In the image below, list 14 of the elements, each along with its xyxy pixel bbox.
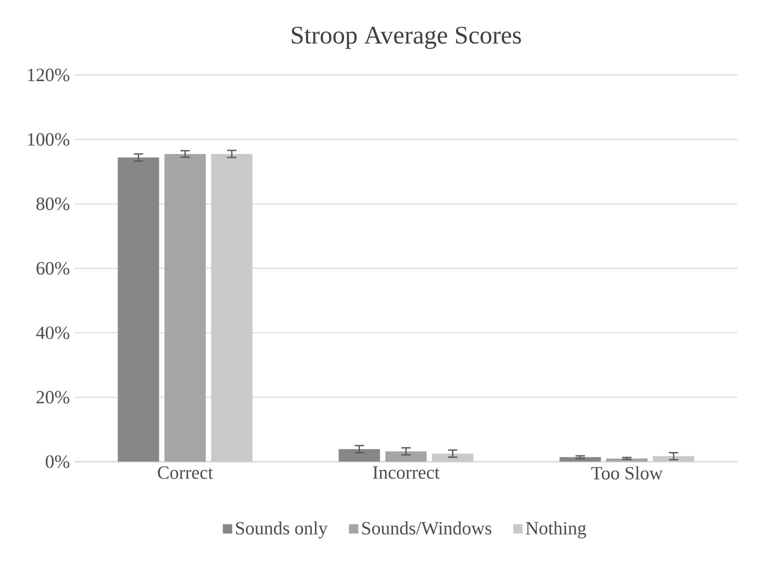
x-tick-label: Incorrect	[372, 466, 440, 479]
y-tick-label: 20%	[36, 390, 70, 404]
x-tick-label: Correct	[158, 466, 213, 479]
legend-label: Sounds/Windows	[362, 521, 492, 535]
y-tick-label: 80%	[36, 198, 70, 210]
y-tick-label: 60%	[36, 262, 70, 275]
legend-label: Nothing	[526, 521, 586, 538]
y-tick-label: 120%	[28, 68, 70, 82]
legend-label: Sounds only	[236, 521, 328, 538]
x-tick-label: Too Slow	[591, 466, 663, 480]
y-tick-label: 0%	[46, 455, 70, 468]
y-tick-label: 100%	[28, 133, 70, 146]
chart-title: Stroop Average Scores	[292, 26, 521, 49]
y-tick-label: 40%	[36, 326, 70, 340]
